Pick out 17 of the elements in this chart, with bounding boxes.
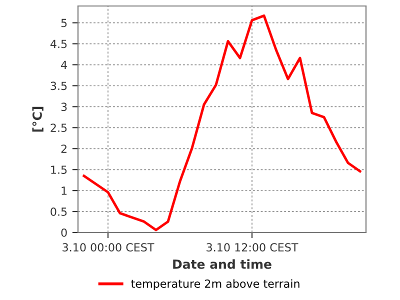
y-axis-title: [°C] — [32, 106, 44, 132]
legend-label: temperature 2m above terrain — [131, 279, 300, 290]
y-tick-label: 3.5 — [50, 82, 67, 90]
y-tick-label: 4 — [61, 60, 67, 69]
y-tick-label: 1 — [62, 186, 67, 195]
y-tick-label: 4.5 — [50, 40, 67, 48]
y-tick-label: 2.5 — [50, 124, 67, 132]
y-tick-label: 2 — [61, 144, 66, 153]
y-tick-label: 0.5 — [50, 208, 67, 216]
y-tick-label: 3 — [61, 102, 67, 112]
y-tick-label: 0 — [61, 228, 67, 237]
line-series — [82, 14, 362, 232]
x-axis-title: Date and time — [173, 259, 272, 269]
y-tick-label: 1.5 — [51, 166, 67, 174]
y-tick-label: 5 — [61, 18, 67, 28]
x-tick-label: 3.10 00:00 CEST — [62, 243, 154, 252]
x-tick-label: 3.10 12:00 CEST — [206, 243, 298, 252]
